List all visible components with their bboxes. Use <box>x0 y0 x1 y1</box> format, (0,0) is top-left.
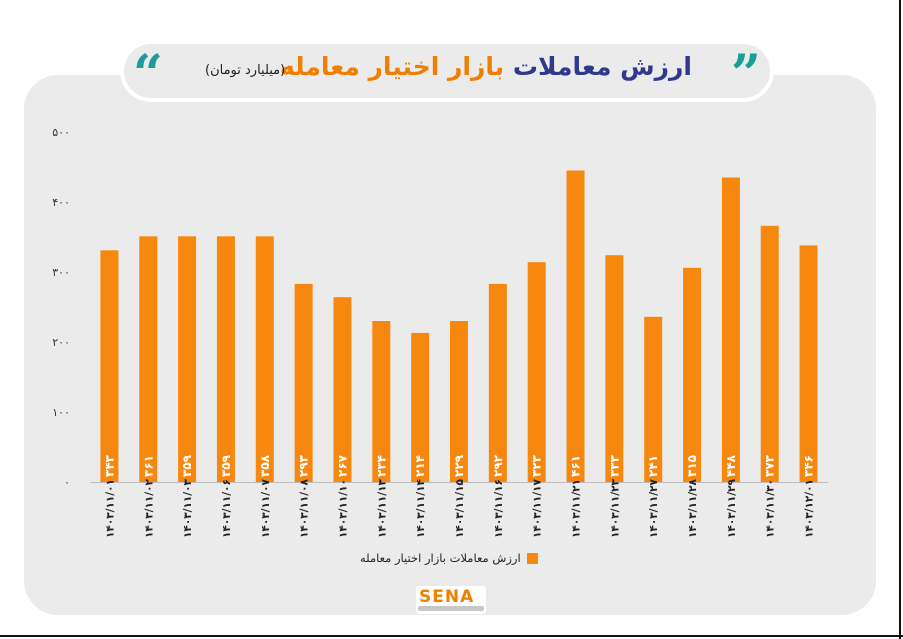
title-part-1: ارزش معاملات <box>512 52 692 81</box>
bar <box>411 332 430 482</box>
legend: ارزش معاملات بازار اختیار معامله <box>360 549 538 567</box>
bar-data-label: ۲۹۲ <box>491 454 505 477</box>
x-tick-label: ۱۴۰۳/۱۱/۱۶ <box>493 479 505 538</box>
bar <box>372 321 391 482</box>
x-tick-label: ۱۴۰۳/۱۱/۰۶ <box>221 479 233 538</box>
bar <box>566 170 585 482</box>
x-tick-label: ۱۴۰۳/۱۱/۱۰ <box>337 479 349 538</box>
x-tick-label: ۱۴۰۳/۱۱/۱۳ <box>376 478 388 538</box>
x-tick-label: ۱۴۰۳/۱۱/۱۷ <box>532 478 544 538</box>
bar <box>333 297 352 482</box>
x-tick-label: ۱۴۰۳/۱۲/۰۱ <box>804 479 816 538</box>
bar <box>139 236 158 482</box>
bars-group: ۳۴۳ ۳۶۱ ۳۵۹ ۳۵۹ ۳۵۸ ۲۹۳ ۲۶۷ ۲۳۴ ۲۱۴ ۲۲۹ ۲۹۲ ۳۲۳ ۴۶۱ ۳… <box>100 170 818 483</box>
bar-data-label: ۲۱۴ <box>413 455 427 477</box>
bar-data-label: ۴۶۱ <box>569 455 583 477</box>
y-tick-label: ۱۰۰ <box>52 406 70 419</box>
x-tick-label: ۱۴۰۳/۱۱/۰۳ <box>182 478 194 538</box>
bar <box>644 316 663 482</box>
y-tick-label: ۴۰۰ <box>52 196 70 209</box>
bar-data-label: ۲۴۱ <box>646 455 660 477</box>
x-tick-label: ۱۴۰۳/۱۱/۲۷ <box>648 478 660 538</box>
close-quote-icon: ” <box>731 44 761 105</box>
x-tick-label: ۱۴۰۳/۱۱/۲۱ <box>571 479 583 538</box>
sena-logo: SENA <box>416 586 486 614</box>
bar <box>450 321 468 482</box>
bar <box>294 283 313 482</box>
chart-unit: (میلیارد تومان) <box>205 63 286 78</box>
x-axis-labels: ۱۴۰۳/۱۱/۰۱ ۱۴۰۳/۱۱/۰۲ ۱۴۰۳/۱۱/۰۳ ۱۴۰۳/۱۱/۰۶… <box>104 478 815 538</box>
legend-swatch <box>526 552 538 564</box>
title-bar <box>120 40 774 102</box>
bar-data-label: ۳۵۹ <box>219 454 233 477</box>
bar <box>605 255 624 482</box>
bar <box>527 262 546 482</box>
x-tick-label: ۱۴۰۳/۱۱/۰۲ <box>143 478 155 538</box>
logo-text: SENA <box>419 587 475 607</box>
bar <box>799 245 818 482</box>
bar-data-label: ۴۴۸ <box>724 454 738 477</box>
logo-tagline <box>418 606 484 611</box>
x-tick-label: ۱۴۰۳/۱۱/۰۸ <box>299 478 311 538</box>
bar-data-label: ۳۱۵ <box>685 455 699 477</box>
x-tick-label: ۱۴۰۳/۱۱/۰۷ <box>260 478 272 538</box>
y-axis-ticks: ۰ ۱۰۰ ۲۰۰ ۳۰۰ ۴۰۰ ۵۰۰ <box>52 126 70 489</box>
bar-data-label: ۲۶۷ <box>335 454 349 477</box>
bar <box>760 225 779 483</box>
bar <box>216 236 235 482</box>
x-tick-label: ۱۴۰۳/۱۱/۲۳ <box>609 478 621 538</box>
y-tick-label: ۰ <box>64 476 70 489</box>
legend-label: ارزش معاملات بازار اختیار معامله <box>360 551 521 565</box>
y-tick-label: ۵۰۰ <box>52 126 70 139</box>
x-tick-label: ۱۴۰۳/۱۱/۲۹ <box>726 478 738 538</box>
bar-data-label: ۳۵۹ <box>180 454 194 477</box>
bar-data-label: ۲۹۳ <box>297 454 311 477</box>
x-tick-label: ۱۴۰۳/۱۱/۱۴ <box>415 478 427 538</box>
frame-border-bottom <box>0 635 903 637</box>
y-tick-label: ۲۰۰ <box>52 336 70 349</box>
x-tick-label: ۱۴۰۳/۱۱/۳۰ <box>765 479 777 538</box>
bar-data-label: ۳۴۶ <box>802 455 816 477</box>
bar <box>255 236 274 482</box>
bar-data-label: ۳۷۳ <box>763 454 777 477</box>
chart-title: ارزش معاملات بازار اختیار معامله <box>280 52 692 81</box>
bar-data-label: ۳۵۸ <box>258 454 272 477</box>
bar-data-label: ۲۳۴ <box>374 455 388 477</box>
open-quote-icon: “ <box>133 44 163 105</box>
bar-data-label: ۳۲۳ <box>530 454 544 477</box>
bar <box>488 283 507 482</box>
bar-data-label: ۳۴۳ <box>102 454 116 477</box>
x-tick-label: ۱۴۰۳/۱۱/۲۸ <box>687 478 699 538</box>
bar <box>721 177 740 482</box>
y-tick-label: ۳۰۰ <box>52 266 70 279</box>
x-tick-label: ۱۴۰۳/۱۱/۰۱ <box>104 479 116 538</box>
bar <box>100 250 119 482</box>
bar-data-label: ۲۲۹ <box>452 454 466 477</box>
frame-border-right <box>899 0 901 639</box>
title-part-2: بازار اختیار معامله <box>280 52 505 81</box>
bar <box>178 236 197 482</box>
bar <box>683 267 702 482</box>
x-tick-label: ۱۴۰۳/۱۱/۱۵ <box>454 478 466 538</box>
bar-data-label: ۳۶۱ <box>141 455 155 477</box>
bar-data-label: ۳۳۳ <box>607 454 621 477</box>
